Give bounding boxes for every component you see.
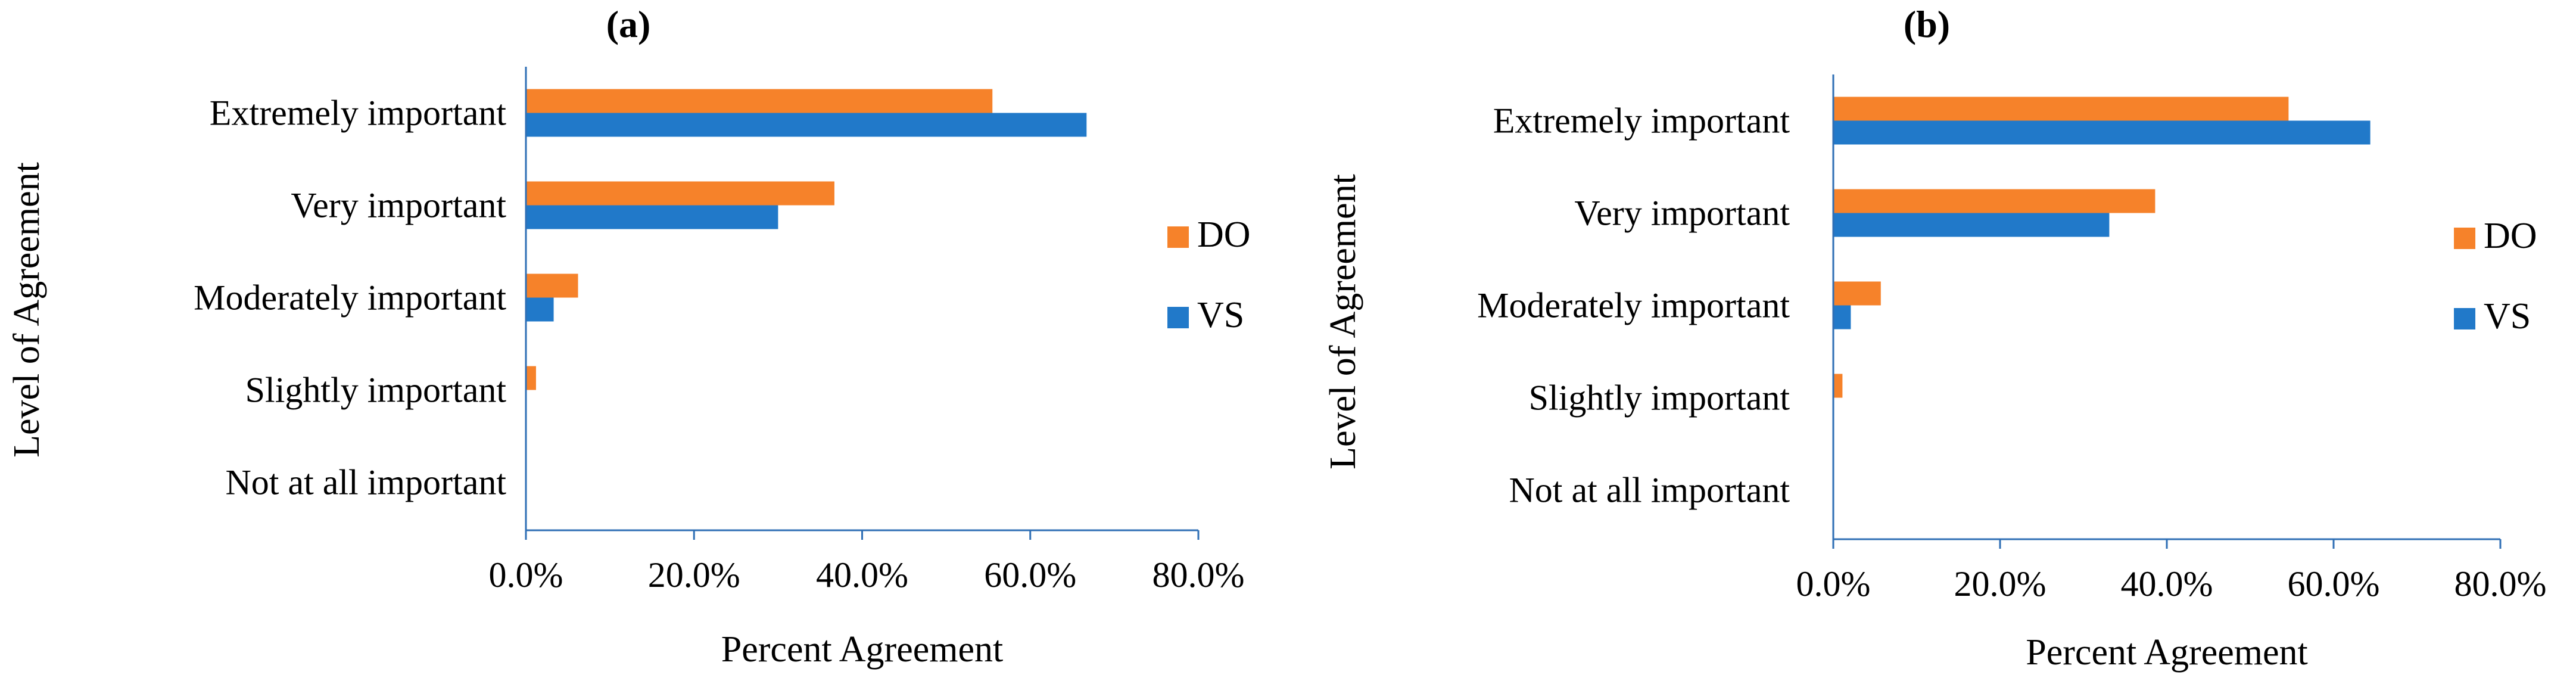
chart-title: (a) [606,3,651,45]
legend-swatch-vs [1167,307,1189,328]
bar-do [526,89,993,113]
category-label: Extremely important [210,94,507,133]
category-label: Very important [291,186,506,225]
bar-do [526,273,578,298]
bar-do [1833,374,1843,398]
bar-do [1833,281,1881,306]
legend-label-vs: VS [1197,295,1244,335]
x-tick-label: 20.0% [1954,564,2047,604]
bar-do [1833,97,2289,121]
category-label: Not at all important [1509,471,1790,510]
bar-do [1833,189,2156,213]
x-tick-label: 0.0% [489,555,563,595]
x-tick-label: 60.0% [2288,564,2380,604]
category-label: Slightly important [245,371,507,410]
bar-vs [1833,213,2110,237]
legend-swatch-do [1167,226,1189,248]
legend-label-do: DO [2484,216,2537,256]
chart-panel-a: (a) Level of Agreement Extremely important… [7,3,1251,670]
bar-vs [526,205,778,229]
category-label: Moderately important [1477,286,1790,325]
bar-vs [526,113,1087,137]
legend-label-vs: VS [2484,296,2531,337]
category-label: Slightly important [1529,378,1790,418]
x-axis-title: Percent Agreement [2026,632,2307,673]
x-tick-label: 0.0% [1796,564,1871,604]
bar-do [526,181,834,206]
x-tick-label: 20.0% [648,555,740,595]
bar-vs [1833,305,1851,329]
bar-vs [1833,120,2371,145]
bar-do [526,366,536,390]
legend-label-do: DO [1197,214,1251,255]
x-axis-title: Percent Agreement [721,629,1003,670]
legend-swatch-vs [2454,308,2475,329]
category-label: Extremely important [1493,101,1790,141]
category-label: Not at all important [225,463,506,502]
bar-vs [526,297,554,322]
x-tick-label: 60.0% [984,555,1076,595]
y-axis-title: Level of Agreement [7,162,47,458]
x-tick-label: 80.0% [1152,555,1245,595]
x-tick-label: 40.0% [2121,564,2213,604]
x-tick-label: 40.0% [816,555,908,595]
category-label: Moderately important [194,278,506,318]
y-axis-title: Level of Agreement [1323,174,1363,470]
chart-title: (b) [1904,3,1950,45]
chart-panel-b: (b) Level of Agreement Extremely important… [1323,3,2546,673]
category-label: Very important [1574,194,1790,233]
legend-swatch-do [2454,228,2475,249]
x-tick-label: 80.0% [2454,564,2547,604]
